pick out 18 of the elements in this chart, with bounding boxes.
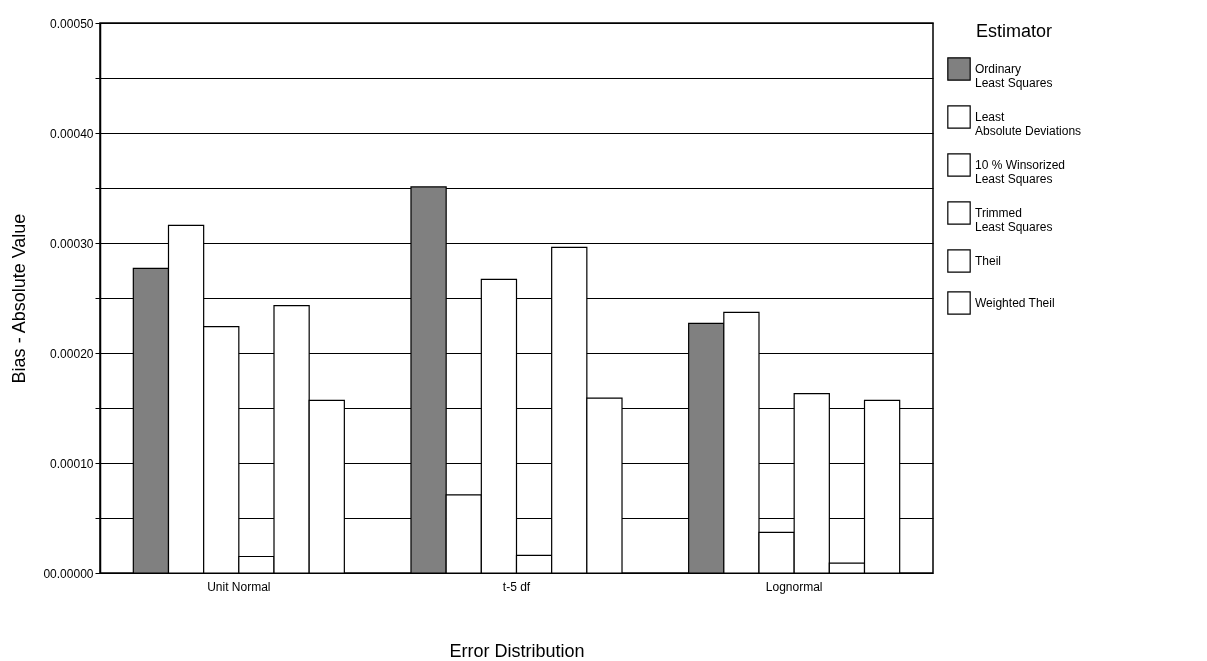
y-tick-label: 0.00020	[50, 346, 94, 361]
y-axis-title: Bias - Absolute Value	[9, 213, 30, 384]
x-tick-label: Lognormal	[765, 579, 823, 594]
legend-label: Ordinary Least Squares	[975, 62, 1053, 90]
legend-label: Weighted Theil	[975, 296, 1055, 310]
x-tick-label: Unit Normal	[207, 579, 271, 594]
y-tick-label: 00.00000	[43, 566, 94, 581]
y-tick-label: 0.00010	[50, 456, 94, 471]
y-tick-label: 0.00030	[50, 236, 94, 251]
y-tick-label: 0.00050	[50, 16, 94, 31]
legend-label: Theil	[975, 254, 1002, 268]
x-tick-label: t-5 df	[502, 579, 531, 594]
legend-label: Least Absolute Deviations	[975, 110, 1082, 138]
legend-label: 10 % Winsorized Least Squares	[975, 158, 1066, 186]
y-tick-label: 0.00040	[50, 126, 94, 141]
x-axis-title: Error Distribution	[449, 640, 585, 661]
legend-label: Trimmed Least Squares	[975, 206, 1053, 234]
legend-title: Estimator	[975, 21, 1053, 41]
